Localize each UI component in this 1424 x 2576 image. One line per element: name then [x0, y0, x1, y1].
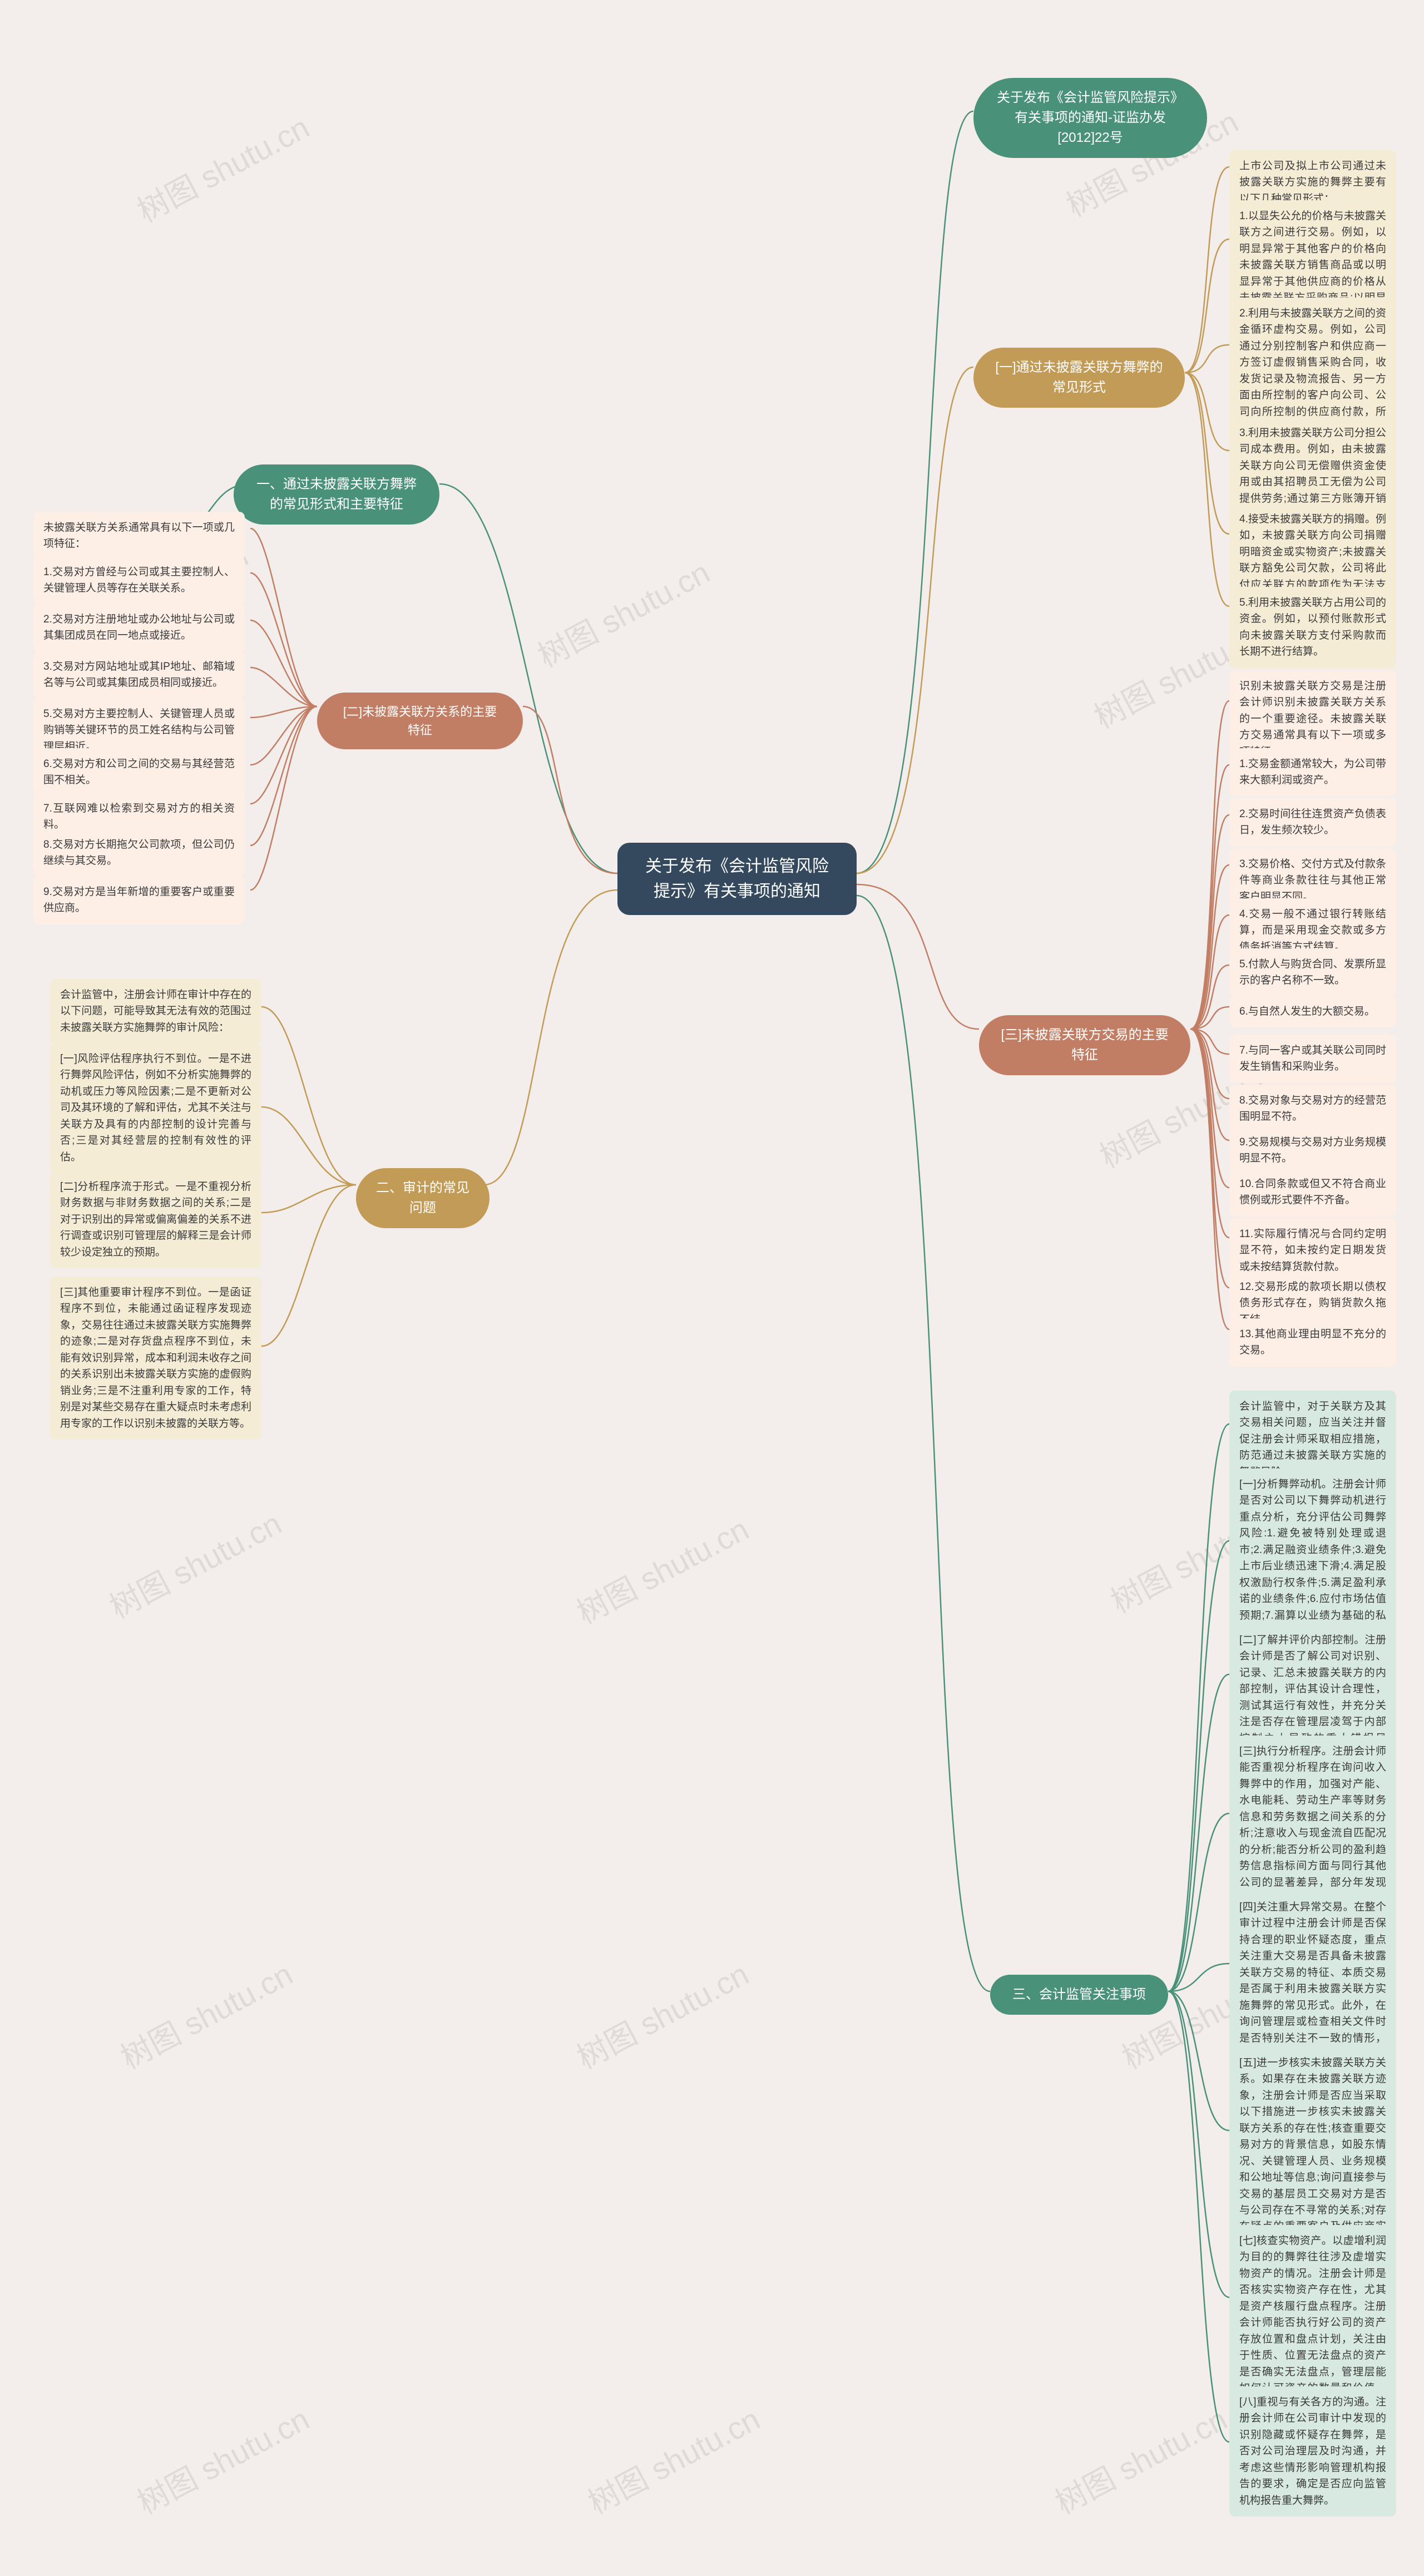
branch-b2-sub: [二]未披露关联方关系的主要特征	[317, 693, 523, 749]
center-node: 关于发布《会计监管风险 提示》有关事项的通知	[617, 843, 857, 915]
watermark: 树图 shutu.cn	[128, 2395, 317, 2523]
b2-item-6: 6.交易对方和公司之间的交易与其经营范围不相关。	[33, 748, 245, 797]
watermark: 树图 shutu.cn	[112, 1950, 300, 2078]
branch-b1: [一]通过未披露关联方舞弊的常见形式	[973, 348, 1185, 408]
b3-item-2: 2.交易时间往往连贯资产负债表日，发生频次较少。	[1229, 798, 1396, 847]
b3-item-1: 1.交易金额通常较大，为公司带来大额利润或资产。	[1229, 748, 1396, 797]
watermark: 树图 shutu.cn	[579, 2395, 767, 2523]
watermark: 树图 shutu.cn	[568, 1950, 756, 2078]
b2-header: 未披露关联方关系通常具有以下一项或几项特征：	[33, 512, 245, 560]
b2-item-9: 9.交易对方是当年新增的重要客户或重要供应商。	[33, 876, 245, 924]
b3-item-5: 5.付款人与购货合同、发票所显示的客户名称不一致。	[1229, 948, 1396, 997]
watermark: 树图 shutu.cn	[529, 548, 717, 676]
branch-b3: [三]未披露关联方交易的主要特征	[979, 1015, 1190, 1075]
branch-b0: 关于发布《会计监管风险提示》有关事项的通知-证监办发[2012]22号	[973, 78, 1207, 158]
b3-item-9: 9.交易规模与交易对方业务规模明显不符。	[1229, 1126, 1396, 1175]
b2-item-2: 2.交易对方注册地址或办公地址与公司或其集团成员在同一地点或接近。	[33, 604, 245, 652]
center-line2: 提示》有关事项的通知	[654, 882, 820, 901]
b1-item-5: 5.利用未披露关联方占用公司的资金。例如，以预付账款形式向未披露关联方支付采购款…	[1229, 587, 1396, 668]
center-line1: 关于发布《会计监管风险	[645, 857, 829, 876]
b4-header: 会计监管中，注册会计师在审计中存在的以下问题，可能导致其无法有效的范围过未披露关…	[50, 979, 261, 1044]
b3-item-7: 7.与同一客户或其关联公司同时发生销售和采购业务。	[1229, 1035, 1396, 1083]
watermark: 树图 shutu.cn	[128, 103, 317, 231]
b4-item-2: [二]分析程序流于形式。一是不重视分析财务数据与非财务数据之间的关系;二是对于识…	[50, 1171, 261, 1268]
b3-item-8: 8.交易对象与交易对方的经营范围明显不符。	[1229, 1085, 1396, 1133]
watermark: 树图 shutu.cn	[568, 1505, 756, 1633]
watermark: 树图 shutu.cn	[101, 1499, 289, 1628]
b3-item-13: 13.其他商业理由明显不充分的交易。	[1229, 1318, 1396, 1367]
branch-b5: 三、会计监管关注事项	[990, 1975, 1168, 2015]
b2-item-3: 3.交易对方网站地址或其IP地址、邮箱域名等与公司或其集团成员相同或接近。	[33, 651, 245, 699]
branch-b4: 二、审计的常见问题	[356, 1168, 490, 1228]
b4-item-3: [三]其他重要审计程序不到位。一是函证程序不到位，未能通过函证程序发现迹象，交易…	[50, 1277, 261, 1440]
b3-item-6: 6.与自然人发生的大额交易。	[1229, 996, 1396, 1027]
b4-item-1: [一]风险评估程序执行不到位。一是不进行舞弊风险评估，例如不分析实施舞弊的动机或…	[50, 1043, 261, 1173]
b5-item-8: [八]重视与有关各方的沟通。注册会计师在公司审计中发现的识别隐藏或怀疑存在舞弊，…	[1229, 2386, 1396, 2516]
watermark: 树图 shutu.cn	[1046, 2395, 1234, 2523]
b2-item-1: 1.交易对方曾经与公司或其主要控制人、关键管理人员等存在关联关系。	[33, 556, 245, 605]
branch-b2: 一、通过未披露关联方舞弊的常见形式和主要特征	[234, 464, 439, 525]
b3-item-10: 10.合同条款或但又不符合商业惯例或形式要件不齐备。	[1229, 1168, 1396, 1217]
b2-item-8: 8.交易对方长期拖欠公司款项，但公司仍继续与其交易。	[33, 829, 245, 877]
